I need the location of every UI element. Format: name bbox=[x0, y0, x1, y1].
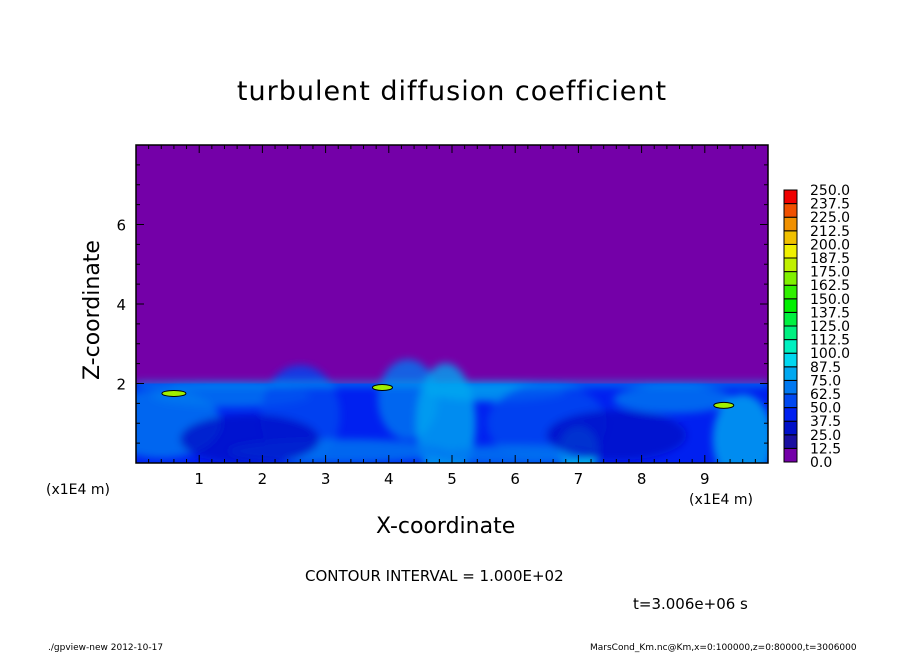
colorbar-swatch bbox=[783, 311, 798, 327]
x-tick-label: 5 bbox=[447, 470, 457, 488]
turbulence-structures bbox=[136, 359, 768, 463]
colorbar-label: 237.5 bbox=[810, 197, 850, 213]
x-unit-right: (x1E4 m) bbox=[689, 492, 753, 508]
colorbar-label: 200.0 bbox=[810, 237, 850, 253]
colorbar-label: 62.5 bbox=[810, 387, 841, 403]
footer-left: ./gpview-new 2012-10-17 bbox=[48, 643, 164, 653]
x-unit-left: (x1E4 m) bbox=[46, 482, 110, 498]
colorbar-label: 100.0 bbox=[810, 346, 850, 362]
colorbar-swatch bbox=[783, 379, 798, 395]
colorbar-label: 37.5 bbox=[810, 414, 841, 430]
contour-feature bbox=[713, 401, 735, 409]
colorbar-label: 125.0 bbox=[810, 319, 850, 335]
x-tick-label: 4 bbox=[384, 470, 394, 488]
axes: 1 2 3 4 5 6 7 8 9 2 4 6 bbox=[116, 144, 769, 488]
eddy bbox=[435, 445, 596, 463]
colorbar-swatch bbox=[783, 407, 798, 422]
x-tick-label: 3 bbox=[321, 470, 331, 488]
contour-feature bbox=[161, 389, 187, 397]
colorbar-label: 75.0 bbox=[810, 373, 841, 389]
colorbar-label: 250.0 bbox=[810, 183, 850, 199]
contour-feature bbox=[371, 383, 393, 391]
colorbar-swatch bbox=[783, 352, 798, 368]
colorbar-swatch bbox=[783, 393, 798, 409]
colorbar-label: 50.0 bbox=[810, 401, 841, 417]
contour-interval: CONTOUR INTERVAL = 1.000E+02 bbox=[305, 567, 564, 585]
x-tick-label: 9 bbox=[700, 470, 710, 488]
colorbar-label: 212.5 bbox=[810, 224, 850, 240]
eddy bbox=[613, 385, 734, 414]
colorbar-swatch bbox=[783, 284, 798, 300]
y-tick-label: 2 bbox=[116, 376, 126, 394]
colorbar-swatch bbox=[783, 298, 798, 313]
colorbar-label: 87.5 bbox=[810, 360, 841, 376]
colorbar-swatch bbox=[783, 216, 798, 232]
y-tick-label: 6 bbox=[116, 217, 126, 235]
colorbar-swatch bbox=[783, 420, 798, 436]
colorbar-label: 187.5 bbox=[810, 251, 850, 267]
colorbar-swatch bbox=[783, 325, 798, 341]
heatmap-field bbox=[136, 145, 768, 463]
x-tick-label: 6 bbox=[510, 470, 520, 488]
colorbar: 0.012.525.037.550.062.575.087.5100.0112.… bbox=[783, 183, 850, 471]
colorbar-label: 0.0 bbox=[810, 455, 832, 471]
eddy bbox=[546, 410, 687, 461]
colorbar-label: 162.5 bbox=[810, 278, 850, 294]
chart-title: turbulent diffusion coefficient bbox=[236, 76, 668, 107]
colorbar-label: 137.5 bbox=[810, 305, 850, 321]
layer-top-band bbox=[136, 381, 768, 387]
colorbar-label: 12.5 bbox=[810, 441, 841, 457]
colorbar-swatch bbox=[783, 271, 798, 286]
footer-right: MarsCond_Km.nc@Km,x=0:100000,z=0:80000,t… bbox=[590, 643, 857, 653]
colorbar-swatch bbox=[783, 243, 798, 259]
x-tick-label: 1 bbox=[194, 470, 204, 488]
colorbar-swatch bbox=[783, 366, 798, 381]
colorbar-swatch bbox=[783, 230, 798, 245]
y-tick-label: 4 bbox=[116, 296, 126, 314]
eddy bbox=[712, 394, 768, 463]
colorbar-label: 25.0 bbox=[810, 428, 841, 444]
x-tick-label: 8 bbox=[637, 470, 647, 488]
colorbar-label: 225.0 bbox=[810, 210, 850, 226]
colorbar-swatch bbox=[783, 189, 798, 205]
colorbar-swatch bbox=[783, 434, 798, 449]
colorbar-label: 175.0 bbox=[810, 265, 850, 281]
time-label: t=3.006e+06 s bbox=[633, 595, 748, 613]
x-tick-label: 2 bbox=[258, 470, 268, 488]
eddy bbox=[179, 414, 320, 463]
colorbar-label: 150.0 bbox=[810, 292, 850, 308]
colorbar-label: 112.5 bbox=[810, 333, 850, 349]
x-axis-label: X-coordinate bbox=[376, 514, 516, 539]
eddy bbox=[415, 363, 476, 463]
colorbar-swatch bbox=[783, 447, 798, 463]
colorbar-swatch bbox=[783, 339, 798, 354]
colorbar-swatch bbox=[783, 203, 798, 218]
colorbar-swatch bbox=[783, 257, 798, 273]
x-tick-label: 7 bbox=[574, 470, 584, 488]
